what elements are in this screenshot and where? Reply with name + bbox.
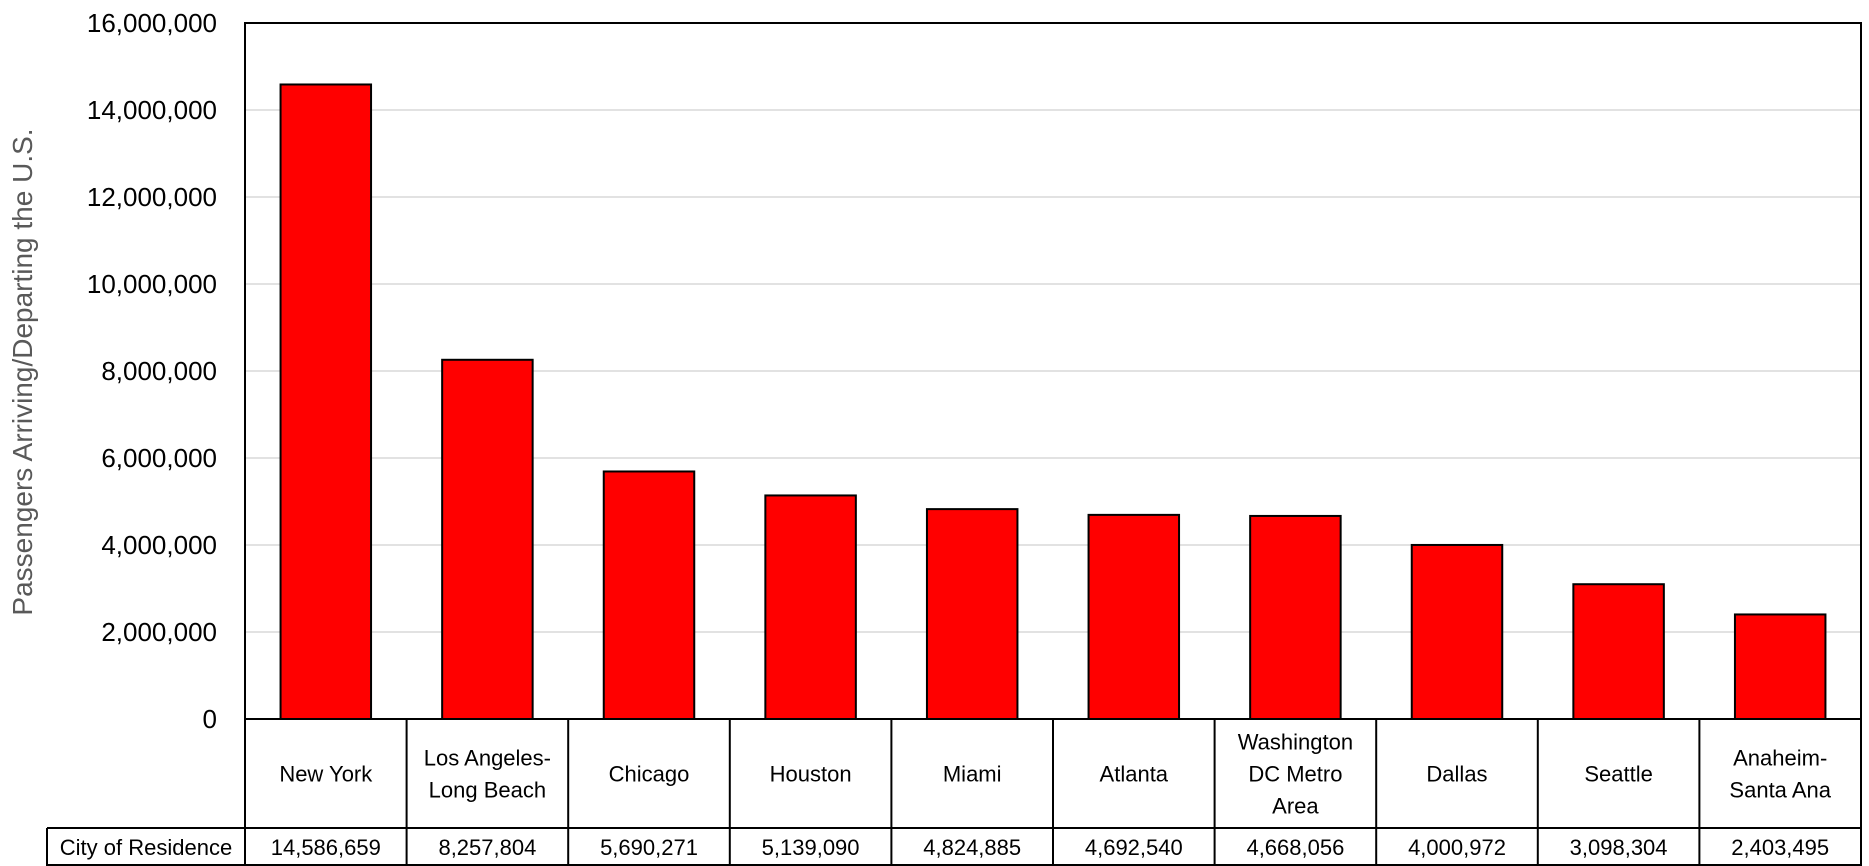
y-tick-label: 10,000,000 [87, 269, 217, 299]
y-tick-label: 0 [203, 704, 217, 734]
y-tick-label: 2,000,000 [101, 617, 217, 647]
data-table: City of Residence New York Los Angeles-Lon… [46, 719, 1862, 866]
data-label: 4,668,056 [1246, 835, 1344, 860]
bar [279, 83, 373, 720]
data-label: 5,690,271 [600, 835, 698, 860]
bar [1733, 613, 1827, 720]
y-tick-label: 8,000,000 [101, 356, 217, 386]
bar [1572, 583, 1665, 720]
bar [1410, 543, 1504, 720]
bar [602, 470, 696, 720]
x-tick-label: Seattle [1584, 762, 1653, 787]
y-tick-label: 16,000,000 [87, 8, 217, 38]
bar [925, 508, 1019, 720]
legend-entry: City of Residence [60, 835, 232, 860]
x-tick-label: Houston [770, 762, 852, 787]
data-label: 2,403,495 [1731, 835, 1829, 860]
bar [764, 494, 857, 720]
bar [441, 358, 534, 720]
y-tick-label: 4,000,000 [101, 530, 217, 560]
x-tick-label: Dallas [1426, 762, 1487, 787]
bar [1249, 514, 1342, 721]
data-label: 4,824,885 [923, 835, 1021, 860]
x-tick-label: New York [279, 762, 373, 787]
bar [1087, 513, 1181, 720]
data-label: 4,000,972 [1408, 835, 1506, 860]
data-label: 4,692,540 [1085, 835, 1183, 860]
data-label: 14,586,659 [271, 835, 381, 860]
data-label: 3,098,304 [1570, 835, 1668, 860]
data-label: 8,257,804 [438, 835, 536, 860]
x-tick-label: Los Angeles-Long Beach [424, 746, 551, 803]
x-tick-label: Atlanta [1100, 762, 1169, 787]
x-tick-label: Washington DC Metro Area [1238, 730, 1353, 819]
x-tick-label: Chicago [609, 762, 690, 787]
y-tick-label: 6,000,000 [101, 443, 217, 473]
y-axis-ticks: 0 2,000,000 4,000,000 6,000,000 8,000,000 10,… [87, 8, 217, 734]
x-tick-label: Anaheim-Santa Ana [1729, 746, 1831, 803]
bars [279, 83, 1827, 721]
data-label: 5,139,090 [762, 835, 860, 860]
y-axis-label: Passengers Arriving/Departing the U.S. [7, 128, 38, 615]
y-tick-label: 14,000,000 [87, 95, 217, 125]
y-tick-label: 12,000,000 [87, 182, 217, 212]
x-tick-label: Miami [943, 762, 1002, 787]
